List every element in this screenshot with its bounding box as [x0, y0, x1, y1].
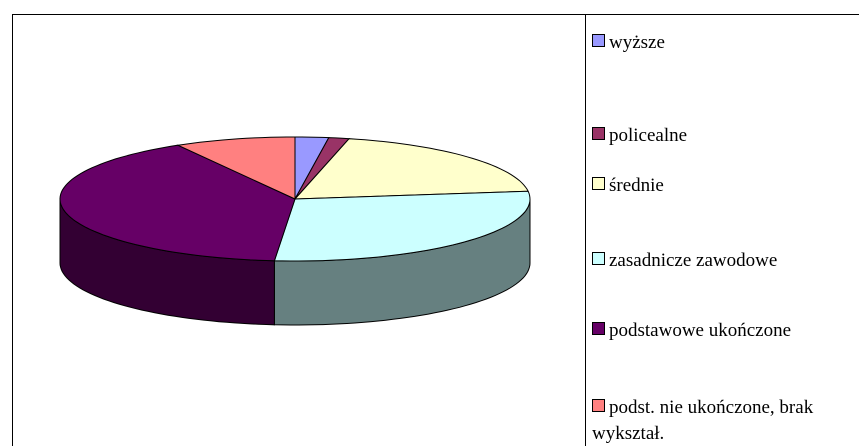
- legend-swatch: [592, 322, 605, 335]
- pie-slice: [59, 144, 296, 262]
- legend-label: policealne: [609, 125, 688, 146]
- pie-slice: [176, 136, 296, 200]
- legend-label: średnie: [609, 175, 664, 196]
- legend-item: podstawowe ukończone: [592, 318, 854, 344]
- legend-item: policealne: [592, 123, 854, 149]
- legend-label: podst. nie ukończone, brak wykształ.: [592, 397, 814, 444]
- legend-item: podst. nie ukończone, brak wykształ.: [592, 395, 854, 446]
- legend-item: wyższe: [592, 30, 854, 56]
- legend-swatch: [592, 252, 605, 265]
- legend-swatch: [592, 127, 605, 140]
- legend-swatch: [592, 399, 605, 412]
- legend-label: podstawowe ukończone: [609, 320, 792, 341]
- pie: [59, 136, 531, 326]
- pie-slice: [273, 190, 531, 262]
- legend-item: średnie: [592, 173, 854, 199]
- pie-slice: [293, 138, 529, 200]
- legend-item: zasadnicze zawodowe: [592, 248, 854, 274]
- legend-label: wyższe: [609, 32, 665, 53]
- legend-swatch: [592, 177, 605, 190]
- legend-label: zasadnicze zawodowe: [609, 250, 778, 271]
- legend-swatch: [592, 34, 605, 47]
